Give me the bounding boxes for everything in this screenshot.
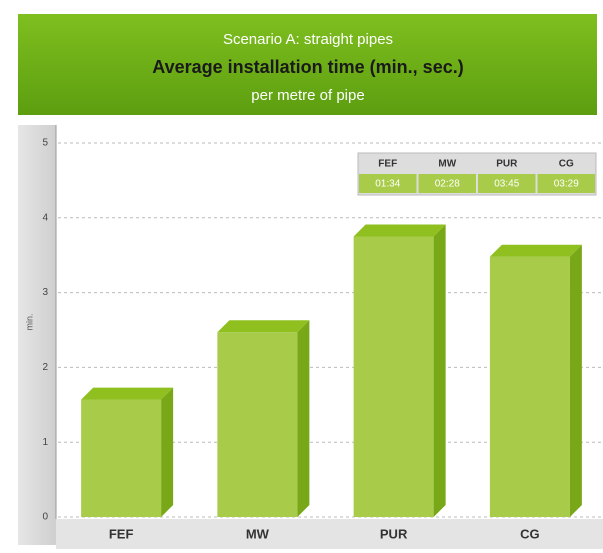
table-header: MW	[438, 159, 456, 170]
y-axis-strip	[18, 125, 56, 545]
bar-side	[161, 387, 174, 517]
table-value: 03:29	[554, 179, 579, 190]
x-tick-label: FEF	[109, 526, 134, 541]
y-tick-label: 3	[42, 287, 48, 298]
table-value-cell	[537, 174, 595, 193]
y-tick-label: 1	[42, 437, 48, 448]
table-value: 01:34	[375, 179, 400, 190]
bar	[217, 332, 298, 517]
bar-side	[569, 244, 582, 518]
table-value: 02:28	[435, 179, 460, 190]
x-tick-label: CG	[520, 526, 540, 541]
chart-subtitle: per metre of pipe	[251, 87, 364, 104]
table-header: CG	[559, 159, 574, 170]
x-tick-label: PUR	[380, 526, 408, 541]
bar	[81, 399, 162, 517]
table-value: 03:45	[494, 179, 519, 190]
y-tick-label: 2	[42, 362, 48, 373]
y-tick-label: 5	[42, 138, 48, 149]
table-value-cell	[359, 174, 417, 193]
bar	[353, 236, 434, 517]
table-header: FEF	[378, 159, 397, 170]
bar-top	[81, 387, 174, 400]
bar-top	[489, 244, 582, 257]
bar-side	[433, 224, 446, 517]
y-axis-label: min.	[24, 313, 34, 330]
bar-side	[297, 320, 310, 517]
chart-title: Average installation time (min., sec.)	[152, 57, 463, 77]
header-box	[18, 14, 597, 115]
chart-supertitle: Scenario A: straight pipes	[223, 31, 393, 48]
value-table: FEF 01:34 MW 02:28 PUR 03:45 CG 03:29	[357, 152, 597, 196]
table-value-cell	[478, 174, 536, 193]
x-tick-label: MW	[246, 526, 270, 541]
table-header: PUR	[496, 159, 518, 170]
y-tick-label: 0	[42, 512, 48, 523]
bar-top	[217, 320, 310, 333]
bar	[489, 256, 570, 517]
x-axis-strip	[56, 519, 603, 549]
bar-top	[353, 224, 446, 237]
table-value-cell	[418, 174, 476, 193]
y-tick-label: 4	[42, 212, 48, 223]
